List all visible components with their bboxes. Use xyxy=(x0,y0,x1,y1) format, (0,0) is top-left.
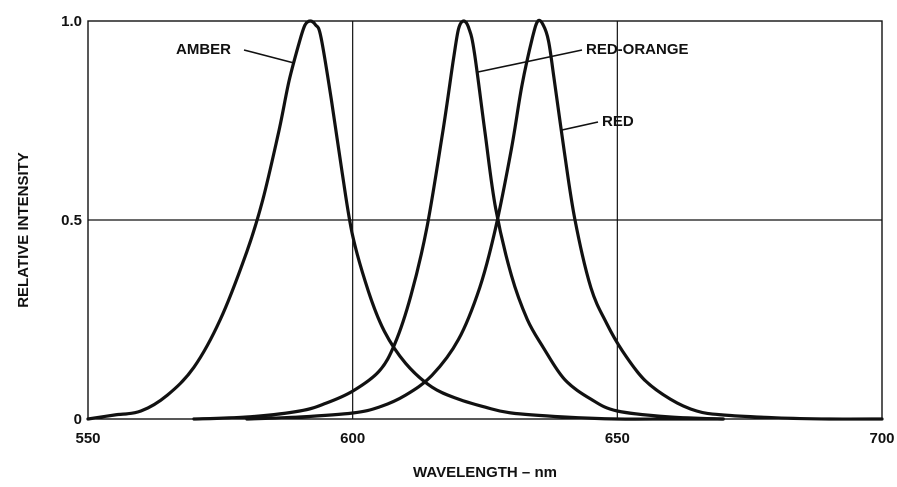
y-axis-title: RELATIVE INTENSITY xyxy=(15,152,32,308)
grid-layer xyxy=(87,20,883,420)
series-line-amber xyxy=(86,19,725,421)
leader-amber xyxy=(243,49,295,64)
y-tick-label-1: 1.0 xyxy=(61,13,82,30)
x-tick-label-650: 650 xyxy=(605,430,630,447)
y-tick-label-0-5: 0.5 xyxy=(61,212,82,229)
leader-red-orange xyxy=(477,49,583,73)
series-label-red: RED xyxy=(602,113,634,130)
series-label-red-orange: RED-ORANGE xyxy=(586,41,689,58)
x-axis-title: WAVELENGTH – nm xyxy=(413,464,557,481)
series-label-amber: AMBER xyxy=(176,41,231,58)
series-layer xyxy=(86,18,884,421)
leader-red xyxy=(561,121,599,131)
series-line-red-orange xyxy=(192,19,725,421)
text-layer: WAVELENGTH – nm RELATIVE INTENSITY AMBER… xyxy=(15,13,895,481)
x-tick-label-600: 600 xyxy=(340,430,365,447)
y-tick-label-0: 0 xyxy=(74,411,82,428)
series-line-red xyxy=(245,18,884,421)
x-tick-label-550: 550 xyxy=(75,430,100,447)
label-leaders xyxy=(243,49,599,131)
x-tick-label-700: 700 xyxy=(869,430,894,447)
